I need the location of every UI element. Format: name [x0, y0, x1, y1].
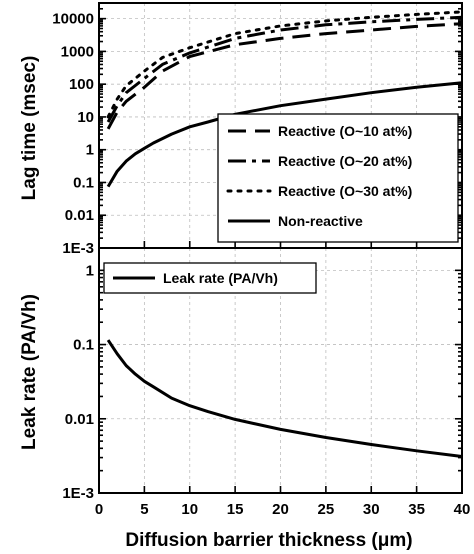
lag-time-series-line-2	[106, 10, 464, 119]
x-axis-label: Diffusion barrier thickness (μm)	[125, 530, 412, 551]
lag-time-series-line-0	[106, 22, 463, 130]
x-tick-label: 20	[272, 501, 289, 518]
lag-time-y-tick-label: 0.1	[73, 174, 94, 191]
leak-rate-series-line-0	[106, 339, 463, 458]
lag-time-panel: 1E-3 0.01 0.1 1 10 100 1000 10000 Reactive (O~1…	[19, 2, 464, 257]
lag-time-legend-label-2: Reactive (O~30 at%)	[278, 183, 412, 199]
lag-time-y-tick-label: 10000	[52, 11, 94, 28]
x-ticks: 0 5 10 15 20 25 30 35 40	[95, 486, 471, 518]
leak-rate-y-tick-label: 0.01	[65, 411, 94, 428]
x-tick-label: 30	[363, 501, 380, 518]
x-tick-label: 5	[140, 501, 148, 518]
leak-rate-series	[106, 339, 463, 458]
x-tick-label: 0	[95, 501, 103, 518]
leak-rate-plot-frame	[98, 247, 463, 494]
lag-time-legend: Reactive (O~10 at%) Reactive (O~20 at%) Re…	[217, 113, 459, 243]
leak-rate-legend: Leak rate (PA/Vh)	[103, 262, 317, 294]
lag-time-legend-label-0: Reactive (O~10 at%)	[278, 123, 412, 139]
x-tick-label: 10	[181, 501, 198, 518]
lag-time-series-line-3	[106, 81, 463, 188]
lag-time-legend-label-1: Reactive (O~20 at%)	[278, 153, 412, 169]
lag-time-y-tick-label: 1E-3	[62, 240, 94, 257]
leak-rate-y-tick-label: 1	[86, 262, 94, 279]
x-tick-label: 25	[318, 501, 335, 518]
x-tick-label: 15	[227, 501, 244, 518]
leak-rate-panel: 1E-3 0.01 0.1 1 0 5 10 15 20 25 30 35 40 Leak rate …	[19, 247, 471, 551]
x-tick-label: 40	[454, 501, 471, 518]
lag-time-y-tick-label: 10	[77, 109, 94, 126]
lag-time-legend-label-3: Non-reactive	[278, 213, 363, 229]
lag-time-y-tick-label: 1000	[61, 43, 94, 60]
leak-rate-legend-label-0: Leak rate (PA/Vh)	[163, 270, 278, 286]
lag-time-series	[106, 10, 464, 188]
leak-rate-y-tick-label: 1E-3	[62, 485, 94, 502]
lag-time-y-axis-label: Lag time (msec)	[19, 56, 40, 201]
x-tick-label: 35	[408, 501, 425, 518]
leak-rate-y-axis-label: Leak rate (PA/Vh)	[19, 294, 40, 450]
leak-rate-y-tick-label: 0.1	[73, 337, 94, 354]
leak-rate-y-ticks: 1E-3 0.01 0.1 1	[62, 262, 462, 502]
lag-time-y-tick-label: 1	[86, 142, 94, 159]
lag-time-y-tick-label: 100	[69, 76, 94, 93]
lag-time-y-tick-label: 0.01	[65, 207, 94, 224]
